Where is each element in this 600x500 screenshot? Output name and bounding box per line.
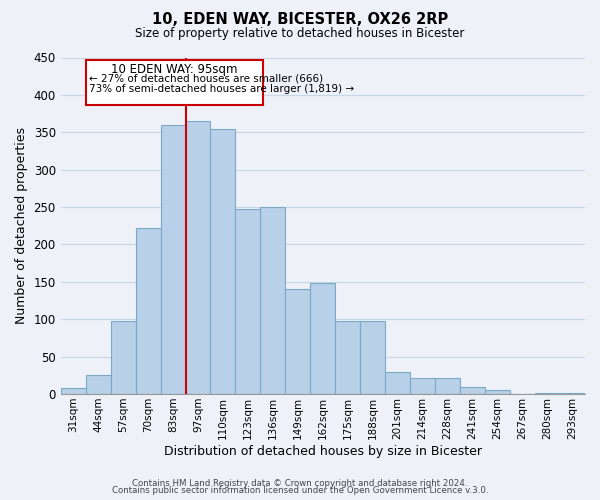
Bar — [535, 392, 560, 394]
Text: Contains HM Land Registry data © Crown copyright and database right 2024.: Contains HM Land Registry data © Crown c… — [132, 478, 468, 488]
Bar — [161, 125, 185, 394]
Text: 10 EDEN WAY: 95sqm: 10 EDEN WAY: 95sqm — [111, 64, 238, 76]
Bar — [560, 392, 585, 394]
Bar — [211, 128, 235, 394]
Bar — [435, 378, 460, 394]
Bar — [335, 322, 360, 394]
Text: ← 27% of detached houses are smaller (666): ← 27% of detached houses are smaller (66… — [89, 74, 323, 84]
Y-axis label: Number of detached properties: Number of detached properties — [15, 128, 28, 324]
Text: 10, EDEN WAY, BICESTER, OX26 2RP: 10, EDEN WAY, BICESTER, OX26 2RP — [152, 12, 448, 28]
Bar — [235, 208, 260, 394]
Bar — [110, 321, 136, 394]
Bar — [136, 228, 161, 394]
Bar — [310, 284, 335, 394]
Bar — [260, 207, 286, 394]
Bar — [185, 121, 211, 394]
Bar — [410, 378, 435, 394]
Bar — [286, 290, 310, 394]
Text: Contains public sector information licensed under the Open Government Licence v.: Contains public sector information licen… — [112, 486, 488, 495]
X-axis label: Distribution of detached houses by size in Bicester: Distribution of detached houses by size … — [164, 444, 482, 458]
FancyBboxPatch shape — [86, 60, 263, 104]
Bar — [86, 376, 110, 394]
Bar — [360, 322, 385, 394]
Text: 73% of semi-detached houses are larger (1,819) →: 73% of semi-detached houses are larger (… — [89, 84, 355, 94]
Bar — [61, 388, 86, 394]
Text: Size of property relative to detached houses in Bicester: Size of property relative to detached ho… — [136, 28, 464, 40]
Bar — [485, 390, 510, 394]
Bar — [460, 386, 485, 394]
Bar — [385, 372, 410, 394]
